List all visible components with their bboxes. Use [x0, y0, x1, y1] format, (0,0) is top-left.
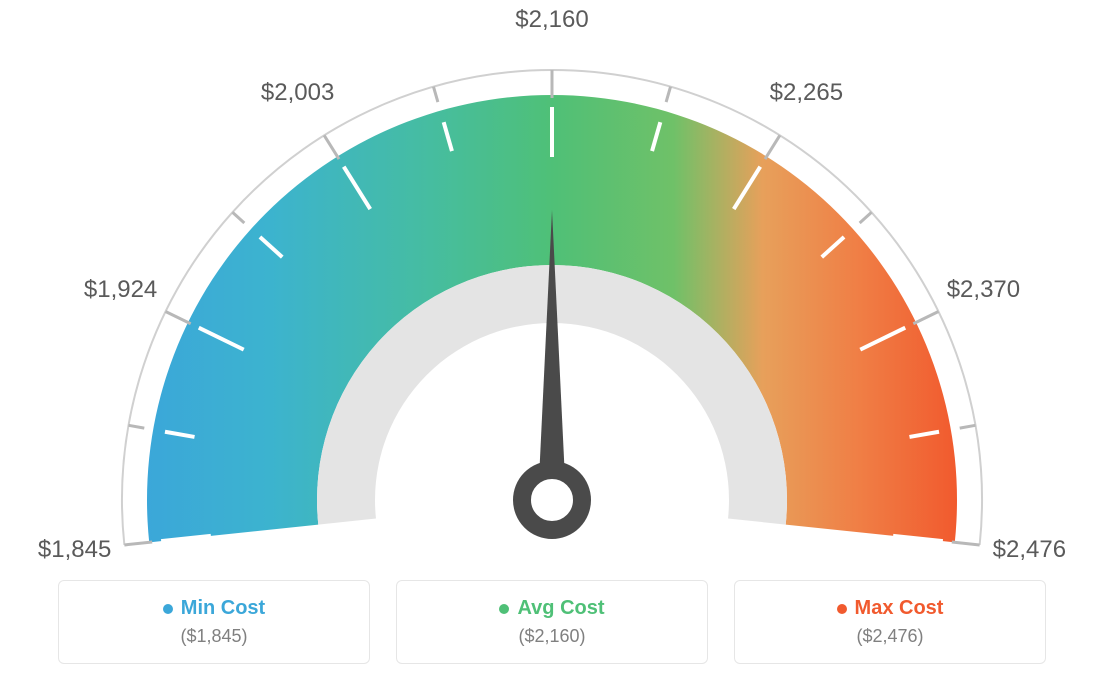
gauge-tick-label: $2,370 — [923, 276, 1043, 304]
legend-card-min: Min Cost ($1,845) — [58, 580, 370, 664]
legend-title-max-text: Max Cost — [855, 597, 944, 620]
legend-value-min: ($1,845) — [180, 626, 247, 647]
legend-dot-avg — [499, 604, 509, 614]
gauge-tick-label: $2,003 — [238, 79, 358, 107]
gauge-tick-label: $1,845 — [15, 536, 135, 564]
legend-title-avg-text: Avg Cost — [517, 597, 604, 620]
legend-dot-max — [837, 604, 847, 614]
legend-card-max: Max Cost ($2,476) — [734, 580, 1046, 664]
legend-value-avg: ($2,160) — [518, 626, 585, 647]
gauge-tick-label: $1,924 — [61, 276, 181, 304]
chart-container: $1,845 $1,924 $2,003 $2,160 $2,265 $2,370 $2,4… — [0, 0, 1104, 690]
gauge-tick-label: $2,160 — [492, 6, 612, 34]
gauge-tick-label: $2,476 — [969, 536, 1089, 564]
legend-title-avg: Avg Cost — [499, 597, 604, 620]
legend-value-max: ($2,476) — [856, 626, 923, 647]
legend-card-avg: Avg Cost ($2,160) — [396, 580, 708, 664]
legend-row: Min Cost ($1,845) Avg Cost ($2,160) Max … — [58, 580, 1046, 664]
legend-title-min-text: Min Cost — [181, 597, 265, 620]
gauge-chart: $1,845$1,924$2,003$2,160$2,265$2,370$2,4… — [0, 0, 1104, 560]
legend-title-max: Max Cost — [837, 597, 944, 620]
gauge-tick-label: $2,265 — [746, 79, 866, 107]
legend-dot-min — [163, 604, 173, 614]
legend-title-min: Min Cost — [163, 597, 265, 620]
